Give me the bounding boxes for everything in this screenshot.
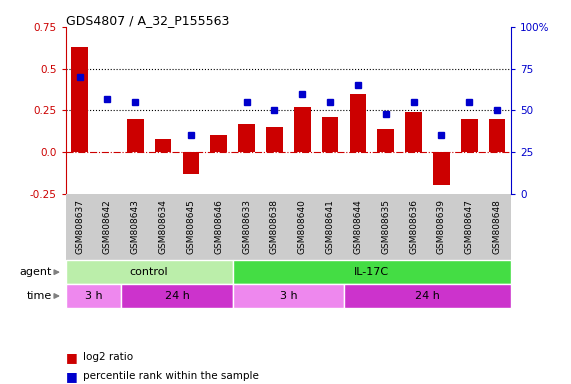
Bar — [377, 129, 394, 152]
Bar — [183, 152, 199, 174]
Text: 3 h: 3 h — [85, 291, 102, 301]
Bar — [71, 47, 88, 152]
Bar — [122, 284, 233, 308]
Text: GSM808641: GSM808641 — [325, 199, 335, 254]
Text: GSM808647: GSM808647 — [465, 199, 474, 254]
Text: GSM808643: GSM808643 — [131, 199, 140, 254]
Bar — [294, 107, 311, 152]
Text: time: time — [26, 291, 52, 301]
Text: GSM808637: GSM808637 — [75, 199, 84, 254]
Text: GSM808634: GSM808634 — [159, 199, 168, 254]
Bar — [66, 260, 233, 284]
Text: GSM808648: GSM808648 — [493, 199, 502, 254]
Text: GSM808644: GSM808644 — [353, 199, 363, 254]
Bar — [238, 124, 255, 152]
Text: percentile rank within the sample: percentile rank within the sample — [83, 371, 259, 381]
Bar — [433, 152, 450, 185]
Text: GSM808635: GSM808635 — [381, 199, 391, 254]
Text: agent: agent — [19, 267, 52, 277]
Bar — [233, 260, 511, 284]
Bar — [322, 117, 339, 152]
Text: GSM808646: GSM808646 — [214, 199, 223, 254]
Bar — [349, 94, 367, 152]
Text: ■: ■ — [66, 370, 78, 383]
Text: GDS4807 / A_32_P155563: GDS4807 / A_32_P155563 — [66, 14, 229, 27]
Text: GSM808638: GSM808638 — [270, 199, 279, 254]
Bar — [233, 284, 344, 308]
Text: ■: ■ — [66, 351, 78, 364]
Text: GSM808639: GSM808639 — [437, 199, 446, 254]
Text: 24 h: 24 h — [415, 291, 440, 301]
Bar — [489, 119, 505, 152]
Bar — [155, 139, 171, 152]
Bar — [461, 119, 477, 152]
Text: 24 h: 24 h — [164, 291, 190, 301]
Text: GSM808642: GSM808642 — [103, 199, 112, 254]
Text: GSM808633: GSM808633 — [242, 199, 251, 254]
Bar — [405, 112, 422, 152]
Text: IL-17C: IL-17C — [354, 267, 389, 277]
Bar — [210, 135, 227, 152]
Text: GSM808640: GSM808640 — [297, 199, 307, 254]
Bar — [66, 284, 122, 308]
Text: 3 h: 3 h — [280, 291, 297, 301]
Bar — [127, 119, 144, 152]
Text: log2 ratio: log2 ratio — [83, 352, 133, 362]
Bar — [266, 127, 283, 152]
Text: GSM808636: GSM808636 — [409, 199, 418, 254]
Text: GSM808645: GSM808645 — [186, 199, 195, 254]
Text: control: control — [130, 267, 168, 277]
Bar — [344, 284, 511, 308]
